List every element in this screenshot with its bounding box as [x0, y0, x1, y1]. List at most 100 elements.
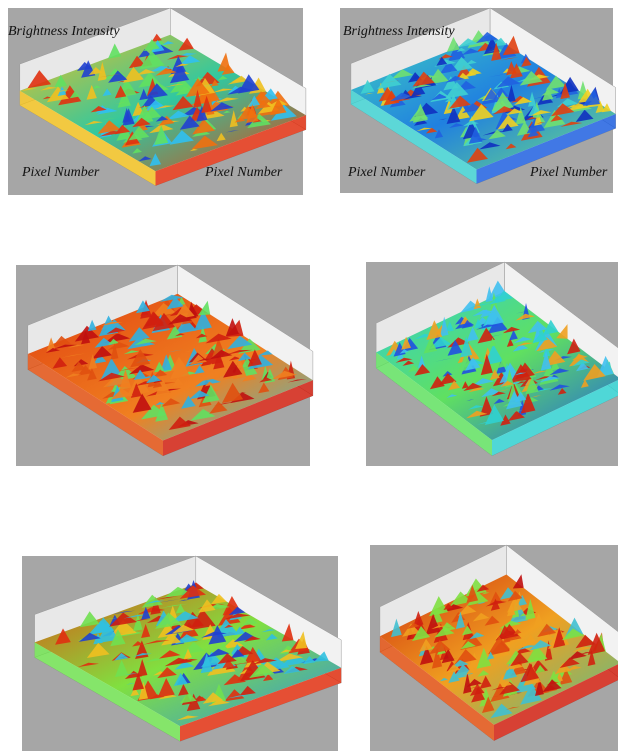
- ridge: [517, 594, 527, 607]
- surface-side: [27, 354, 163, 456]
- ridge: [460, 300, 481, 313]
- ridge: [493, 398, 505, 404]
- ridge: [490, 598, 500, 611]
- ridge: [429, 337, 452, 349]
- ridge: [513, 629, 522, 635]
- ridge: [542, 679, 562, 693]
- ridge: [216, 132, 226, 142]
- ridge: [141, 594, 163, 608]
- ridge: [96, 622, 119, 644]
- ridge: [222, 659, 235, 669]
- ridge: [114, 659, 129, 678]
- ridge: [201, 95, 212, 113]
- ridge: [515, 313, 535, 321]
- ridge: [169, 63, 190, 84]
- ridge: [174, 318, 197, 335]
- ridge: [198, 300, 211, 316]
- ridge: [174, 661, 195, 670]
- ridge: [209, 401, 228, 414]
- ridge: [172, 96, 194, 111]
- ridge: [152, 378, 162, 389]
- ridge: [234, 117, 246, 123]
- ridge: [195, 333, 208, 339]
- ridge: [42, 96, 52, 100]
- ridge: [97, 61, 107, 81]
- ridge: [158, 115, 175, 126]
- ridge: [408, 364, 419, 373]
- ridge: [583, 364, 606, 381]
- ridge: [557, 388, 567, 395]
- ridge: [148, 66, 174, 73]
- ridge: [535, 678, 544, 696]
- ridge: [534, 629, 554, 644]
- ridge: [539, 376, 561, 383]
- ridge: [501, 680, 512, 687]
- ridge: [108, 70, 128, 83]
- surface-side: [492, 380, 618, 456]
- ridge: [222, 382, 244, 403]
- ridge: [531, 395, 542, 398]
- ridge: [536, 122, 546, 124]
- ridge: [520, 662, 540, 683]
- ridge: [155, 68, 177, 76]
- ridge: [521, 56, 532, 67]
- ridge: [252, 658, 277, 665]
- ridge: [77, 662, 99, 668]
- ridge: [132, 117, 151, 128]
- ridge: [112, 610, 136, 615]
- ridge: [180, 691, 197, 704]
- ridge: [482, 696, 495, 713]
- ridge: [225, 130, 239, 133]
- ridge: [513, 639, 536, 649]
- ridge: [567, 338, 581, 355]
- ridge: [244, 636, 261, 642]
- ridge: [213, 351, 225, 370]
- ridge: [465, 357, 481, 371]
- ridge: [544, 350, 566, 367]
- ridge: [528, 91, 536, 107]
- ridge: [466, 399, 475, 402]
- ridge: [287, 379, 307, 383]
- ridge: [87, 368, 97, 381]
- ridge: [78, 365, 93, 376]
- ridge: [515, 107, 526, 125]
- ridge: [128, 327, 150, 342]
- ridge: [257, 350, 273, 356]
- ridge: [126, 683, 136, 685]
- ridge: [488, 636, 511, 655]
- ridge: [448, 380, 461, 391]
- ridge: [485, 694, 507, 699]
- ridge: [108, 43, 122, 59]
- ridge: [175, 63, 189, 67]
- ridge: [163, 672, 179, 675]
- ridge: [580, 379, 589, 388]
- ridge: [198, 599, 216, 613]
- ridge: [134, 338, 157, 346]
- ridge: [60, 353, 87, 358]
- ridge: [468, 652, 481, 670]
- ridge: [395, 357, 413, 363]
- ridge: [221, 64, 235, 75]
- ridge: [138, 156, 152, 162]
- ridge: [550, 114, 563, 122]
- ridge: [453, 675, 470, 680]
- ridge: [464, 71, 477, 78]
- ridge: [239, 685, 256, 696]
- ridge: [159, 294, 184, 302]
- ridge: [506, 338, 514, 347]
- y-axis-label: Pixel Number: [529, 165, 608, 180]
- ridge: [94, 337, 113, 348]
- ridge: [229, 356, 241, 361]
- ridge: [154, 378, 171, 397]
- ridge: [513, 337, 533, 344]
- surface-side: [376, 352, 492, 456]
- ridge: [525, 598, 536, 621]
- ridge: [223, 674, 246, 686]
- ridge: [411, 82, 426, 97]
- ridge: [436, 56, 448, 66]
- ridge: [458, 38, 478, 48]
- ridge: [542, 344, 551, 358]
- ridge: [189, 390, 210, 400]
- ridge: [129, 364, 155, 375]
- ridge: [526, 117, 538, 120]
